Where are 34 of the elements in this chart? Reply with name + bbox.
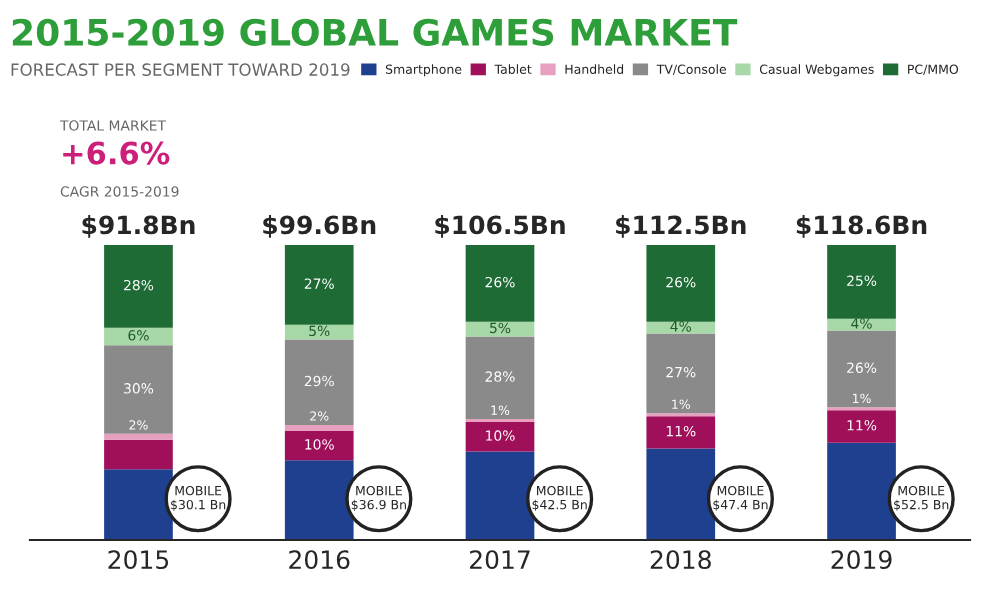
bar: [827, 330, 896, 408]
bar: [646, 321, 716, 334]
bar: [827, 318, 896, 331]
x-tick-label: 2016: [289, 550, 350, 570]
bar: [104, 245, 173, 328]
bar: [104, 327, 173, 346]
bar: [465, 422, 535, 452]
bar: [284, 339, 354, 425]
chart-title: 2015-2019 GLOBAL GAMES MARKET: [12, 18, 738, 46]
bar: [646, 416, 716, 449]
x-tick-label: 2018: [650, 550, 711, 570]
bar: [465, 321, 535, 337]
bar: [284, 424, 354, 431]
bar: [284, 245, 354, 325]
x-tick-label: 2019: [831, 550, 892, 570]
text: +6.6%: [63, 141, 170, 165]
annotation: $106.5Bn: [435, 214, 565, 238]
bar: [104, 439, 173, 470]
bar: [104, 433, 173, 440]
annotation: $112.5Bn: [616, 214, 746, 238]
x-tick-label: 2015: [108, 550, 169, 570]
annotation: $91.8Bn: [82, 214, 195, 238]
bar: [646, 245, 716, 322]
annotation: $99.6Bn: [263, 214, 376, 238]
chart-subtitle: FORECAST PER SEGMENT TOWARD 2019: [11, 63, 350, 76]
bar: [465, 336, 535, 420]
annotation: $118.6Bn: [796, 214, 927, 238]
bar: [827, 410, 896, 443]
bar: [646, 333, 716, 414]
bar: [827, 245, 896, 319]
bar: [284, 430, 354, 461]
x-tick-label: 2017: [470, 550, 530, 570]
bar: [104, 345, 173, 434]
bar: [465, 245, 535, 322]
